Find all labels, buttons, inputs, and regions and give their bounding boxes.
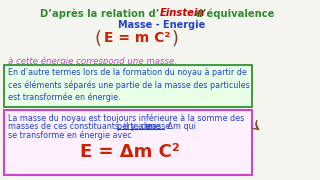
FancyBboxPatch shape [4, 65, 252, 107]
Text: (: ( [95, 30, 102, 48]
Text: masses de ces constituants, il y a une: masses de ces constituants, il y a une [8, 122, 163, 131]
Text: La masse du noyau est toujours inférieure à la somme des: La masse du noyau est toujours inférieur… [8, 113, 244, 123]
Text: E = m C²: E = m C² [104, 31, 170, 45]
Text: ): ) [172, 30, 179, 48]
Text: En d’autre termes lors de la formation du noyau à partir de
ces éléments séparés: En d’autre termes lors de la formation d… [8, 68, 250, 102]
Text: Masse - Energie: Masse - Energie [118, 20, 205, 30]
Text: Einstein: Einstein [160, 8, 205, 18]
Text: E = Δm C²: E = Δm C² [80, 143, 180, 161]
Text: se transforme en énergie avec: se transforme en énergie avec [8, 131, 132, 141]
Text: D’après la relation d’: D’après la relation d’ [41, 8, 160, 19]
Text: d’équivalence: d’équivalence [192, 8, 274, 19]
Text: masse: masse [144, 122, 170, 131]
Text: Δm qui: Δm qui [165, 122, 196, 131]
Text: perte de: perte de [117, 122, 151, 131]
Text: à cette énergie correspond une masse.: à cette énergie correspond une masse. [8, 56, 177, 66]
FancyBboxPatch shape [4, 110, 252, 175]
